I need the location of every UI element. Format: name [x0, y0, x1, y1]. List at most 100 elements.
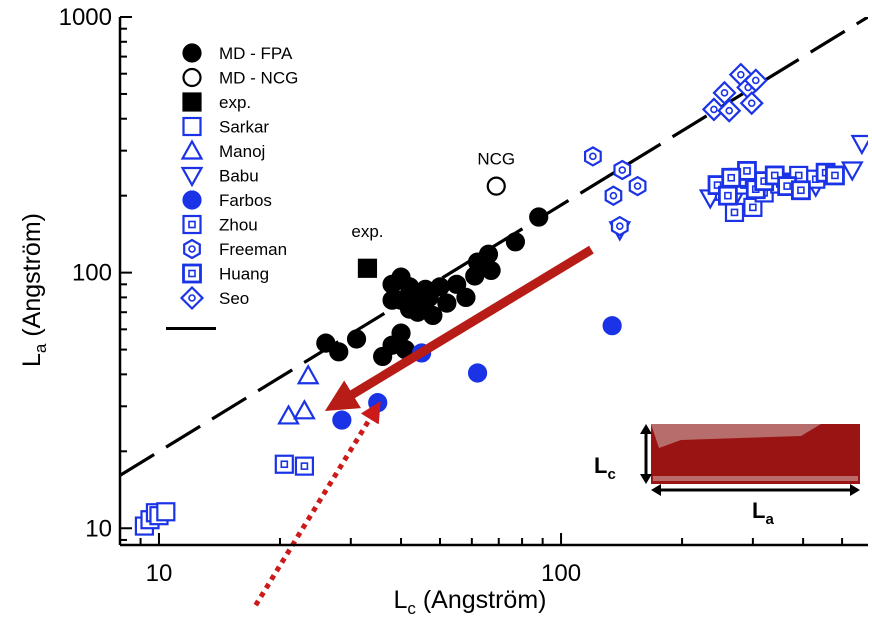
inset-width-label-sub: a: [765, 511, 774, 528]
point-huang-0-inner: [713, 181, 722, 189]
y-axis-title-sub: a: [31, 343, 50, 353]
point-seo-6: [743, 68, 768, 93]
point-huang-8-shape: [791, 180, 811, 201]
point-freeman-1-shape: [604, 185, 623, 206]
series-farbos: [332, 316, 622, 430]
point-seo-3-inner: [737, 70, 745, 79]
point-md-fpa-20: [437, 293, 457, 313]
point-seo-2: [717, 98, 742, 123]
point-md-fpa-0: [316, 333, 336, 353]
point-seo-5: [739, 91, 764, 116]
legend-marker-md-fpa: [182, 43, 202, 63]
series-seo: [701, 62, 768, 123]
point-manoj-1: [293, 399, 316, 420]
point-zhou-8-inner: [794, 171, 803, 180]
y-axis-title-main: L: [18, 353, 46, 367]
point-md-fpa-26-shape: [481, 260, 501, 281]
point-md-fpa-28-shape: [529, 207, 549, 227]
point-freeman-4: [610, 215, 629, 237]
point-huang-3-inner: [743, 167, 751, 175]
inset-edge-highlight: [653, 476, 858, 481]
series-exp: [357, 258, 378, 278]
legend-marker-huang-shape: [182, 263, 202, 284]
point-md-ncg-0: [486, 176, 506, 196]
point-freeman-0-shape: [583, 146, 602, 167]
series-freeman: [583, 146, 647, 237]
series-huang: [707, 161, 845, 206]
y-ticks: 10 100 1000: [59, 4, 132, 542]
point-seo-1-shape: [712, 80, 737, 105]
point-md-fpa-1-shape: [329, 342, 349, 362]
point-seo-6-shape: [743, 68, 768, 93]
point-seo-5-inner: [747, 99, 756, 108]
point-huang-10-shape: [825, 165, 845, 186]
point-farbos-4-shape: [602, 316, 622, 336]
point-freeman-3-shape: [628, 175, 647, 197]
legend-marker-farbos-shape: [182, 190, 202, 210]
point-seo-1: [712, 80, 737, 105]
legend-marker-seo-shape: [179, 285, 205, 311]
inset-crystal: Lc La: [594, 424, 860, 528]
point-babu-6-shape: [840, 161, 864, 182]
point-manoj-2: [296, 363, 320, 385]
point-freeman-0-inner: [589, 152, 597, 161]
point-md-fpa-27-shape: [505, 232, 526, 252]
point-md-fpa-28: [529, 207, 549, 227]
legend-marker-sarkar: [182, 116, 202, 137]
legend-marker-manoj: [180, 139, 204, 160]
point-md-fpa-2-shape: [346, 329, 367, 349]
legend-marker-huang-inner: [188, 269, 196, 278]
point-seo-0-inner: [710, 105, 718, 114]
point-huang-11-shape: [721, 167, 742, 188]
point-md-fpa-1: [329, 342, 349, 362]
x-tick-label-1: 100: [541, 560, 581, 587]
legend-label-manoj: Manoj: [219, 142, 265, 161]
legend-label-md-fpa: MD - FPA: [219, 44, 293, 63]
point-md-fpa-2: [346, 329, 367, 349]
y-axis-title: La (Angström): [18, 213, 50, 367]
point-freeman-0: [583, 146, 602, 167]
y-tick-label-1: 100: [72, 260, 112, 287]
point-zhou-0-inner: [280, 460, 289, 469]
point-seo-0-shape: [701, 97, 726, 122]
legend-marker-freeman: [183, 238, 201, 260]
series-sarkar: [134, 502, 176, 536]
legend-marker-exp: [182, 92, 202, 112]
point-huang-8-inner: [797, 186, 805, 195]
point-huang-10-inner: [831, 171, 839, 180]
point-freeman-2: [613, 159, 632, 181]
legend-label-seo: Seo: [219, 289, 249, 308]
legend-marker-zhou-inner: [188, 220, 196, 229]
legend-label-zhou: Zhou: [219, 216, 258, 235]
point-freeman-4-shape: [610, 215, 629, 237]
point-huang-11-inner: [727, 173, 736, 182]
legend-marker-huang: [182, 263, 202, 284]
y-axis-title-rest: (Angström): [18, 213, 46, 344]
point-zhou-1-inner: [300, 462, 309, 470]
point-md-fpa-9-shape: [391, 323, 411, 343]
point-zhou-0-shape: [274, 454, 294, 474]
point-md-fpa-21: [447, 274, 467, 294]
plot-area: [120, 17, 868, 536]
point-freeman-1-inner: [609, 191, 618, 200]
legend-marker-md-fpa-shape: [182, 43, 202, 63]
inset-width-label-main: L: [752, 498, 765, 523]
legend-label-md-ncg: MD - NCG: [219, 69, 298, 88]
point-md-fpa-20-shape: [437, 293, 457, 313]
legend-label-farbos: Farbos: [219, 191, 272, 210]
point-md-fpa-22-shape: [456, 287, 476, 308]
point-manoj-2-shape: [296, 363, 320, 385]
point-huang-1: [717, 185, 738, 206]
legend-marker-freeman-shape: [183, 238, 201, 260]
point-exp-0-shape: [357, 258, 378, 278]
legend-label-babu: Babu: [219, 167, 259, 186]
point-seo-5-shape: [739, 91, 764, 116]
x-tick-label-0: 10: [146, 560, 173, 587]
legend-label-huang: Huang: [219, 265, 269, 284]
inset-height-arrow-top: [640, 424, 652, 434]
point-md-fpa-9: [391, 323, 411, 343]
point-farbos-3: [467, 363, 488, 383]
trend-arrow-solid: [324, 245, 594, 412]
inset-height-label: Lc: [594, 453, 616, 483]
